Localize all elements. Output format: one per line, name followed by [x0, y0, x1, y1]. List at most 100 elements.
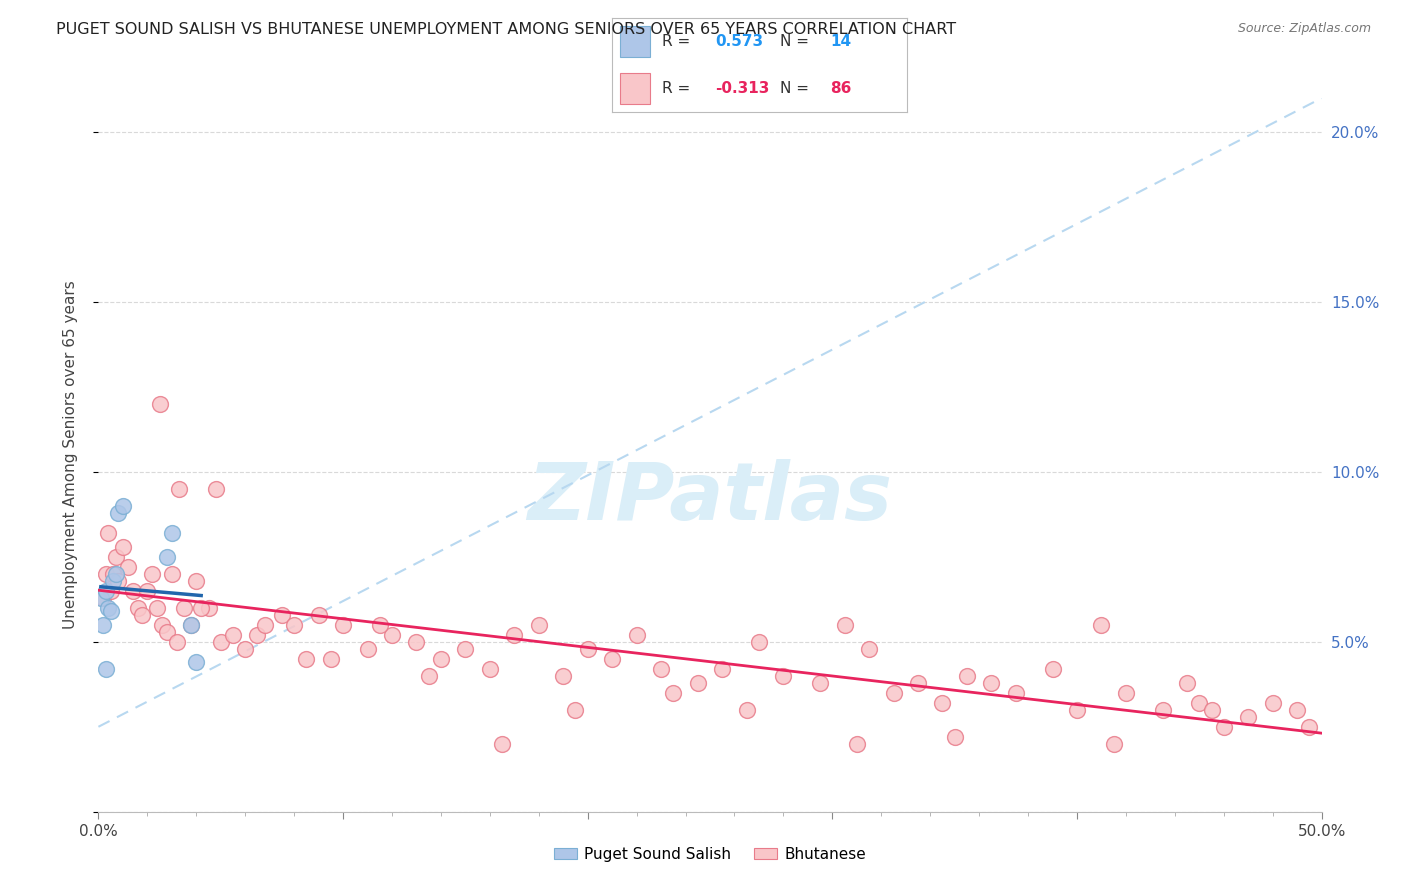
Point: [418, 669, 440, 683]
Text: 0.573: 0.573: [716, 34, 763, 49]
Point: [283, 617, 305, 632]
Point: [97, 526, 120, 541]
Text: -0.313: -0.313: [716, 80, 769, 95]
Point: [91, 591, 114, 605]
Point: [381, 628, 404, 642]
Point: [1152, 703, 1174, 717]
Point: [491, 737, 513, 751]
Bar: [620, 26, 650, 57]
Point: [1237, 709, 1260, 723]
Point: [90, 591, 112, 605]
Point: [100, 604, 122, 618]
Point: [127, 600, 149, 615]
Point: [319, 652, 342, 666]
Text: Source: ZipAtlas.com: Source: ZipAtlas.com: [1237, 22, 1371, 36]
Point: [190, 600, 212, 615]
Point: [104, 566, 127, 581]
Legend: Puget Sound Salish, Bhutanese: Puget Sound Salish, Bhutanese: [547, 841, 873, 868]
Text: N =: N =: [780, 34, 814, 49]
Point: [117, 560, 139, 574]
Point: [107, 574, 129, 588]
Point: [246, 628, 269, 642]
Text: R =: R =: [662, 34, 695, 49]
Point: [1066, 703, 1088, 717]
Point: [160, 526, 183, 541]
Point: [173, 600, 195, 615]
Point: [101, 574, 124, 588]
Point: [478, 662, 501, 676]
Point: [907, 675, 929, 690]
Point: [209, 635, 232, 649]
Point: [308, 607, 330, 622]
Point: [167, 482, 190, 496]
Point: [253, 617, 276, 632]
Point: [430, 652, 453, 666]
Y-axis label: Unemployment Among Seniors over 65 years: Unemployment Among Seniors over 65 years: [63, 281, 77, 629]
Point: [97, 600, 120, 615]
Point: [149, 397, 172, 411]
Point: [100, 583, 122, 598]
Point: [111, 540, 134, 554]
Point: [1201, 703, 1223, 717]
Bar: [620, 73, 650, 104]
Point: [222, 628, 245, 642]
Point: [136, 583, 159, 598]
Point: [834, 617, 856, 632]
Point: [686, 675, 709, 690]
Point: [772, 669, 794, 683]
Text: N =: N =: [780, 80, 814, 95]
Point: [186, 655, 208, 669]
Point: [1212, 720, 1234, 734]
Point: [101, 566, 124, 581]
Point: [141, 566, 163, 581]
Point: [662, 686, 685, 700]
Point: [748, 635, 770, 649]
Point: [711, 662, 734, 676]
Point: [883, 686, 905, 700]
Point: [527, 617, 550, 632]
Point: [576, 641, 599, 656]
Point: [94, 583, 117, 598]
Point: [104, 549, 127, 564]
Point: [368, 617, 391, 632]
Point: [94, 566, 117, 581]
Point: [94, 662, 117, 676]
Point: [650, 662, 672, 676]
Text: ZIPatlas: ZIPatlas: [527, 458, 893, 537]
Point: [931, 696, 953, 710]
Point: [735, 703, 758, 717]
Point: [600, 652, 623, 666]
Point: [180, 617, 202, 632]
Text: 14: 14: [830, 34, 851, 49]
Text: PUGET SOUND SALISH VS BHUTANESE UNEMPLOYMENT AMONG SENIORS OVER 65 YEARS CORRELA: PUGET SOUND SALISH VS BHUTANESE UNEMPLOY…: [56, 22, 956, 37]
Point: [332, 617, 354, 632]
Point: [1042, 662, 1064, 676]
Point: [1175, 675, 1198, 690]
Point: [943, 730, 966, 744]
Point: [1102, 737, 1125, 751]
Point: [180, 617, 202, 632]
Text: R =: R =: [662, 80, 695, 95]
Point: [858, 641, 880, 656]
Point: [131, 607, 153, 622]
Point: [1188, 696, 1211, 710]
Point: [1115, 686, 1137, 700]
Point: [156, 549, 179, 564]
Point: [1261, 696, 1284, 710]
Point: [553, 669, 575, 683]
Point: [956, 669, 979, 683]
Point: [845, 737, 868, 751]
Point: [121, 583, 143, 598]
Point: [454, 641, 477, 656]
Point: [356, 641, 378, 656]
Point: [1286, 703, 1309, 717]
Point: [186, 574, 208, 588]
Point: [808, 675, 831, 690]
Point: [1090, 617, 1112, 632]
Point: [146, 600, 169, 615]
Point: [205, 482, 228, 496]
Point: [166, 635, 188, 649]
Point: [564, 703, 586, 717]
Point: [405, 635, 427, 649]
Point: [91, 617, 114, 632]
